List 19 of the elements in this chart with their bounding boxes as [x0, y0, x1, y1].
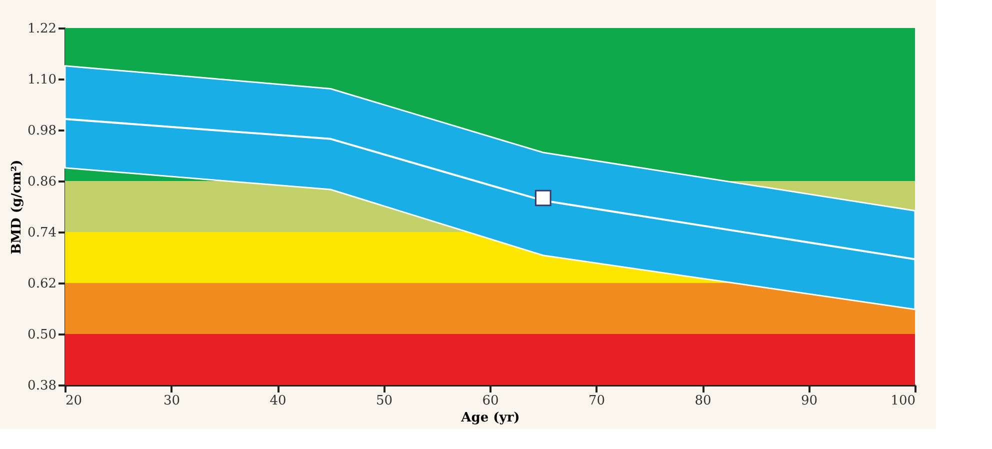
- x-tick-label: 20: [66, 394, 82, 408]
- y-tick-label: 0.62: [28, 276, 56, 292]
- y-tick-label: 0.38: [28, 378, 56, 394]
- x-tick-label: 50: [376, 394, 393, 408]
- x-axis-title: Age (yr): [460, 410, 520, 426]
- y-tick-label: 0.86: [28, 174, 56, 190]
- y-tick-label: 0.98: [28, 124, 56, 138]
- x-tick-label: 90: [800, 394, 818, 408]
- y-tick-label: 0.50: [28, 328, 56, 342]
- y-tick-label: 0.74: [28, 226, 56, 240]
- y-tick-label: 1.10: [28, 72, 56, 88]
- x-tick-label: 40: [270, 394, 286, 408]
- x-tick-label: 100: [890, 394, 916, 408]
- y-tick-label: 1.22: [28, 22, 56, 36]
- x-tick-label: 30: [163, 394, 180, 408]
- x-tick-label: 80: [694, 394, 712, 408]
- x-tick-label: 60: [482, 394, 499, 408]
- x-tick-label: 70: [588, 394, 606, 408]
- y-axis-title: BMD (g/cm²): [10, 160, 25, 254]
